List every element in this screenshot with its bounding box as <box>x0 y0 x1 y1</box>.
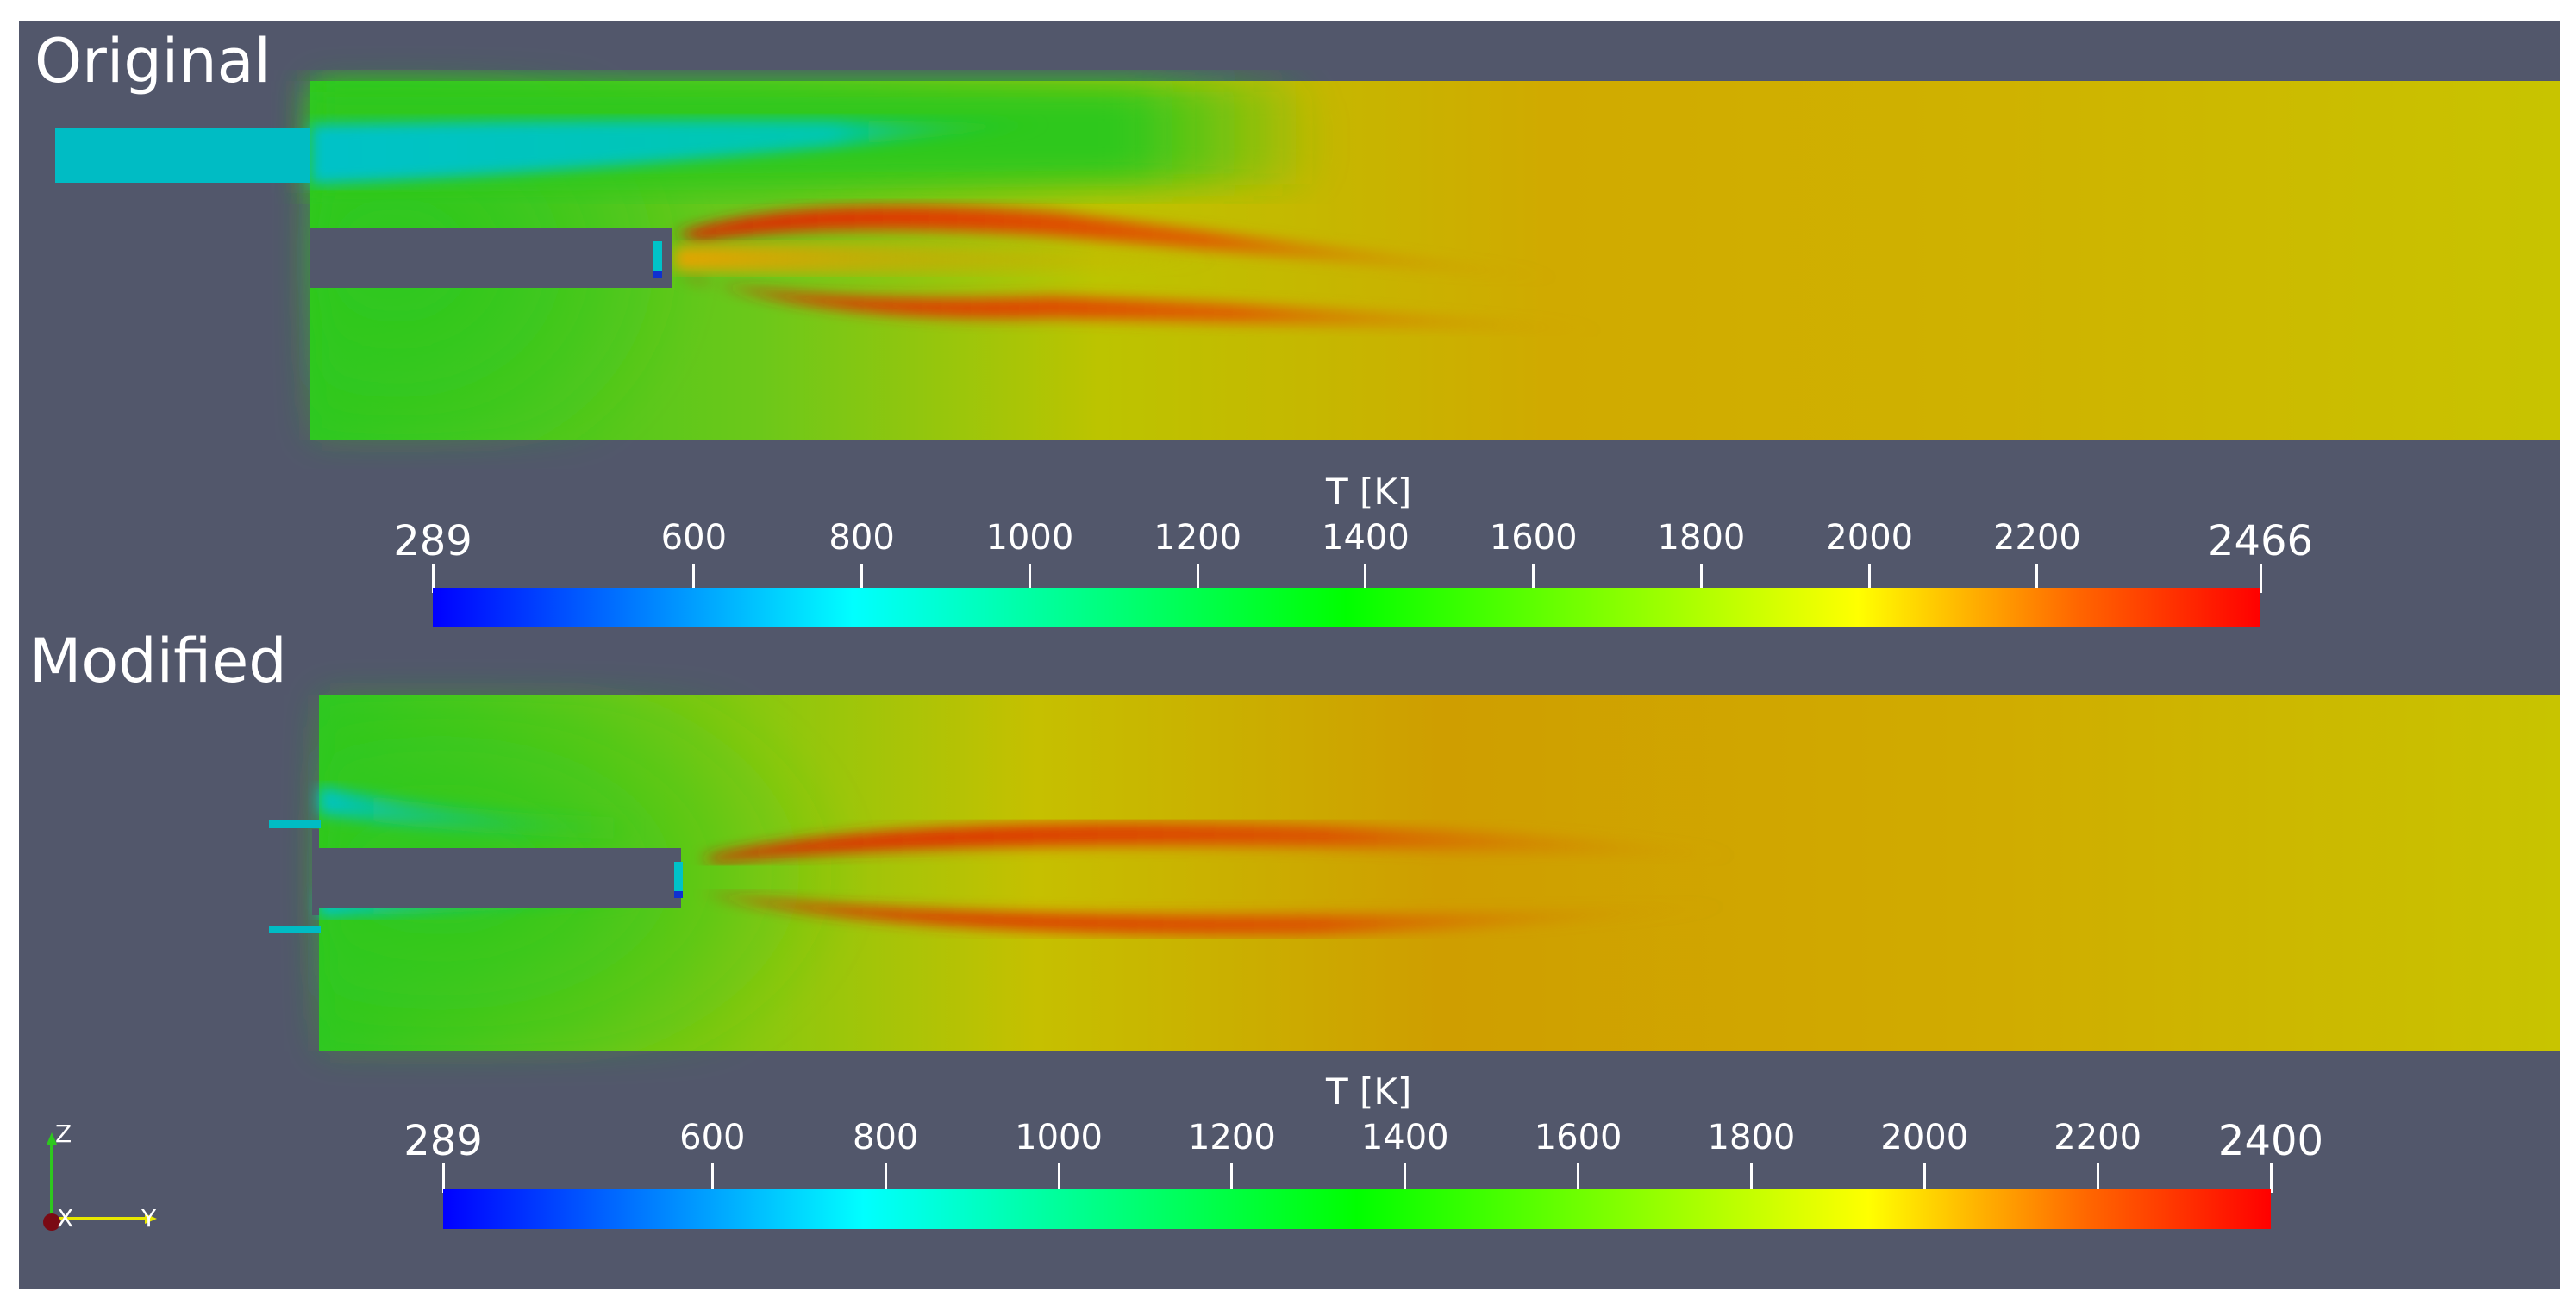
colorbar-tick-label: 1000 <box>985 518 1074 558</box>
colorbar-tick <box>1577 1163 1580 1193</box>
temperature-field-modified <box>269 695 2560 1051</box>
axis-label-y: Y <box>141 1204 157 1232</box>
colorbar-tick-label: 800 <box>852 1118 919 1157</box>
colorbar-tick <box>1923 1163 1926 1193</box>
colorbar-tick <box>692 564 696 593</box>
colorbar-tick-label: 2000 <box>1825 518 1914 558</box>
colorbar-tick <box>2035 564 2039 593</box>
colorbar-tick <box>431 564 435 593</box>
colorbar-tick-label: 2200 <box>2054 1118 2142 1157</box>
colorbar-tick <box>2259 564 2262 593</box>
colorbar-tick-label: 1200 <box>1187 1118 1276 1157</box>
colorbar-title-modified: T [K] <box>1326 1070 1412 1113</box>
colorbar-tick-label: 800 <box>828 518 895 558</box>
colorbar-tick-label: 1800 <box>1657 518 1746 558</box>
colorbar-tick <box>1532 564 1535 593</box>
colorbar-tick <box>1028 564 1031 593</box>
panel-label-modified: Modified <box>29 626 287 696</box>
colorbar-tick <box>1230 1163 1234 1193</box>
colorbar-tick <box>1699 564 1703 593</box>
colorbar-tick-label: 2000 <box>1880 1118 1969 1157</box>
colorbar-tick <box>1867 564 1871 593</box>
panel-label-original: Original <box>34 26 271 97</box>
axis-label-x: X <box>57 1204 74 1232</box>
colorbar-tick-label: 1400 <box>1322 518 1410 558</box>
render-viewport[interactable]: Original <box>19 21 2560 1289</box>
colorbar-tick <box>2096 1163 2099 1193</box>
colorbar-tick-label: 1000 <box>1015 1118 1103 1157</box>
colorbar-tick <box>884 1163 887 1193</box>
colorbar-tick <box>441 1163 445 1193</box>
colorbar-tick <box>1364 564 1367 593</box>
colorbar-tick-label: 2466 <box>2207 517 2314 565</box>
colorbar-tick-label: 2200 <box>1993 518 2081 558</box>
colorbar-original <box>433 588 2260 627</box>
colorbar-tick <box>710 1163 714 1193</box>
colorbar-modified <box>443 1189 2271 1229</box>
colorbar-tick <box>2269 1163 2273 1193</box>
colorbar-tick-label: 1400 <box>1360 1118 1449 1157</box>
colorbar-tick-label: 600 <box>679 1118 746 1157</box>
colorbar-tick-label: 1200 <box>1154 518 1242 558</box>
colorbar-tick-label: 1600 <box>1534 1118 1623 1157</box>
colorbar-tick-label: 1600 <box>1489 518 1578 558</box>
colorbar-tick <box>1196 564 1199 593</box>
colorbar-tick <box>1749 1163 1753 1193</box>
colorbar-tick <box>1057 1163 1060 1193</box>
colorbar-tick-label: 289 <box>393 517 472 565</box>
colorbar-tick-label: 289 <box>403 1117 483 1165</box>
axis-label-z: Z <box>55 1120 72 1148</box>
orientation-axes <box>43 1132 157 1231</box>
colorbar-tick-label: 2400 <box>2217 1117 2324 1165</box>
colorbar-tick <box>860 564 864 593</box>
temperature-field-original <box>55 81 2560 440</box>
colorbar-tick-label: 1800 <box>1707 1118 1796 1157</box>
colorbar-tick <box>1404 1163 1407 1193</box>
colorbar-tick-label: 600 <box>660 518 728 558</box>
colorbar-title-original: T [K] <box>1326 471 1412 513</box>
